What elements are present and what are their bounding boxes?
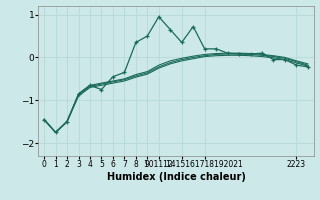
X-axis label: Humidex (Indice chaleur): Humidex (Indice chaleur) bbox=[107, 172, 245, 182]
